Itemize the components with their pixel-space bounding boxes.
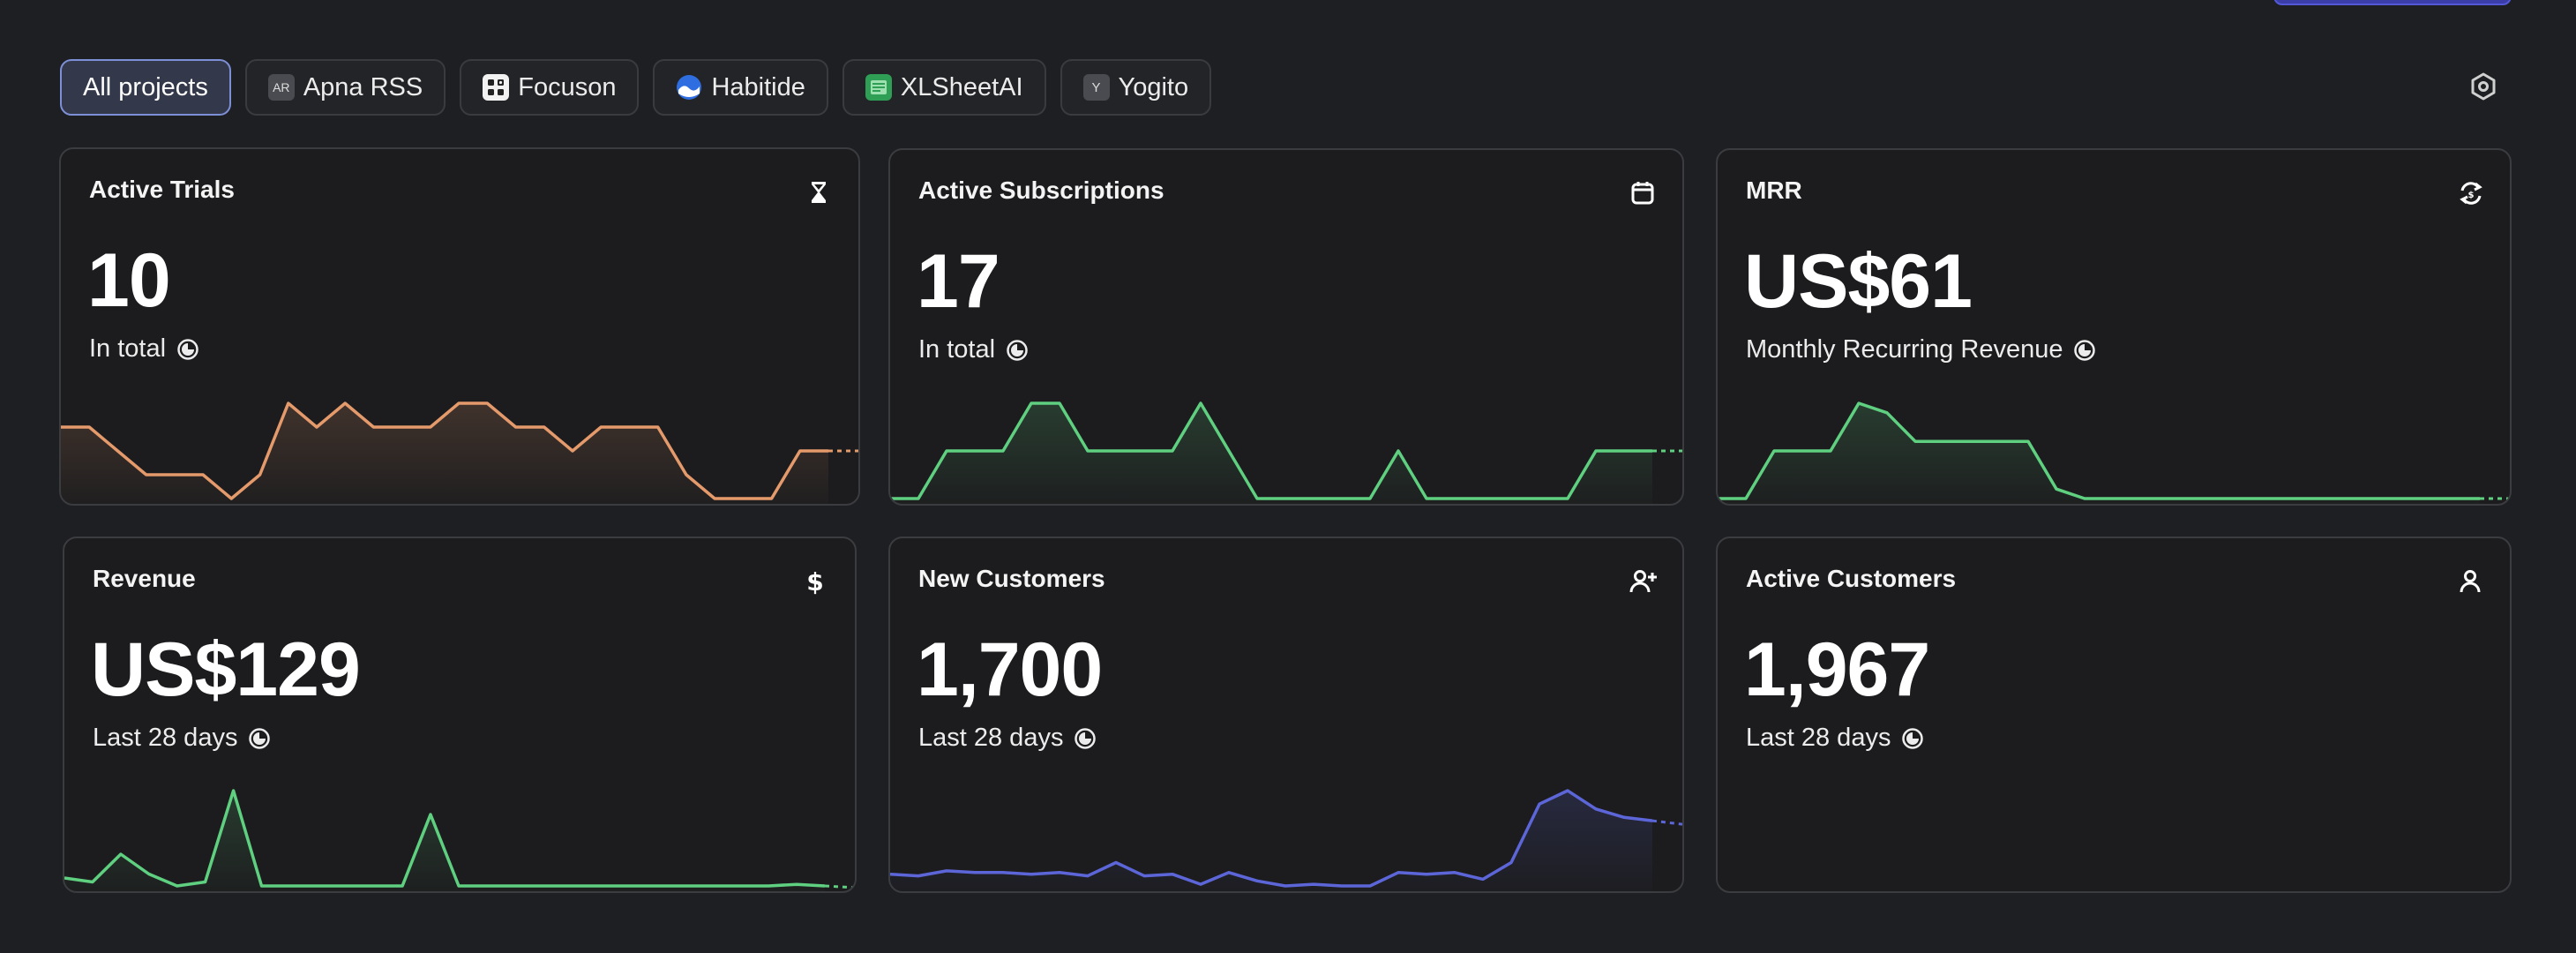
filter-label: All projects	[83, 72, 208, 101]
sparkline-area	[890, 791, 1652, 891]
metric-value: US$129	[91, 627, 361, 712]
filter-all-projects[interactable]: All projects	[60, 59, 231, 116]
metric-card-mrr[interactable]: MRR $ US$61 Monthly Recurring Revenue	[1716, 148, 2512, 506]
sparkline-chart	[61, 401, 858, 504]
filter-habitide[interactable]: Habitide	[653, 59, 828, 116]
user-icon	[2457, 568, 2483, 595]
refresh-dollar-icon: $	[2457, 180, 2483, 206]
svg-text:$: $	[806, 568, 823, 595]
metric-value: 17	[917, 239, 1000, 324]
card-title: New Customers	[918, 565, 1105, 592]
sparkline-line	[64, 789, 826, 888]
habitide-app-icon	[676, 74, 702, 101]
metric-period-label: Last 28 days	[93, 724, 238, 752]
metric-period-label: Last 28 days	[1746, 724, 1891, 752]
metric-value: 1,700	[917, 627, 1103, 712]
metric-card-revenue[interactable]: Revenue $ US$129 Last 28 days	[63, 537, 857, 893]
card-title: MRR	[1746, 176, 1802, 204]
sparkline-area	[890, 403, 1652, 504]
xlsheetai-app-icon	[865, 74, 892, 101]
calendar-icon	[1629, 180, 1656, 206]
metric-period-label: Last 28 days	[918, 724, 1064, 752]
hourglass-icon	[805, 179, 832, 206]
filter-xlsheetai[interactable]: XLSheetAI	[842, 59, 1046, 116]
metric-card-active-customers[interactable]: Active Customers 1,967 Last 28 days	[1716, 537, 2512, 893]
card-title: Active Customers	[1746, 565, 1957, 592]
filter-label: Habitide	[711, 72, 805, 101]
filter-label: Focuson	[518, 72, 617, 101]
info-icon[interactable]	[1901, 727, 1924, 750]
sparkline-projection	[824, 884, 855, 889]
card-title: Active Subscriptions	[918, 176, 1164, 204]
user-plus-icon	[1629, 568, 1657, 595]
filter-label: XLSheetAI	[900, 72, 1023, 101]
card-title: Revenue	[93, 565, 196, 592]
primary-action-edge[interactable]	[2273, 0, 2512, 5]
filter-label: Yogito	[1118, 72, 1189, 101]
project-filter-bar: All projects AR Apna RSS Focuson Habitid…	[60, 59, 1212, 116]
metric-period-label: In total	[89, 334, 167, 363]
svg-text:$: $	[2468, 191, 2475, 200]
filter-label: Apna RSS	[303, 72, 423, 101]
sparkline-chart	[890, 789, 1682, 891]
sparkline-line	[1718, 401, 2480, 500]
sparkline-chart	[1718, 401, 2510, 504]
info-icon[interactable]	[2073, 339, 2096, 362]
sparkline-chart	[1718, 777, 2510, 891]
apna-rss-app-icon: AR	[267, 74, 295, 101]
info-icon[interactable]	[248, 727, 271, 750]
filter-focuson[interactable]: Focuson	[460, 59, 640, 116]
focuson-app-icon	[483, 74, 510, 101]
metric-value: 1,967	[1744, 627, 1930, 712]
sparkline-chart	[890, 401, 1682, 504]
yogito-app-icon: Y	[1082, 74, 1110, 101]
sparkline-line	[890, 789, 1653, 888]
dollar-icon: $	[802, 567, 828, 597]
info-icon[interactable]	[1074, 727, 1097, 750]
sparkline-line	[61, 401, 828, 500]
metric-value: 10	[87, 238, 171, 323]
sparkline-area	[61, 403, 828, 504]
metric-value: US$61	[1744, 239, 1973, 324]
filter-yogito[interactable]: Y Yogito	[1060, 59, 1212, 116]
sparkline-area	[64, 791, 825, 891]
sparkline-projection	[1651, 819, 1682, 826]
info-icon[interactable]	[1006, 339, 1029, 362]
metric-card-active-subscriptions[interactable]: Active Subscriptions 17 In total	[888, 148, 1684, 506]
metric-period-label: In total	[918, 335, 996, 364]
card-title: Active Trials	[89, 176, 235, 203]
metric-card-new-customers[interactable]: New Customers 1,700 Last 28 days	[888, 537, 1684, 893]
metric-period-label: Monthly Recurring Revenue	[1746, 335, 2063, 364]
sparkline-chart	[64, 789, 855, 891]
info-icon[interactable]	[176, 338, 199, 361]
sparkline-line	[890, 401, 1652, 500]
metric-card-active-trials[interactable]: Active Trials 10 In total	[59, 147, 860, 506]
filter-apna-rss[interactable]: AR Apna RSS	[244, 59, 446, 116]
settings-hex-icon[interactable]	[2468, 71, 2498, 101]
sparkline-area	[1718, 403, 2480, 504]
